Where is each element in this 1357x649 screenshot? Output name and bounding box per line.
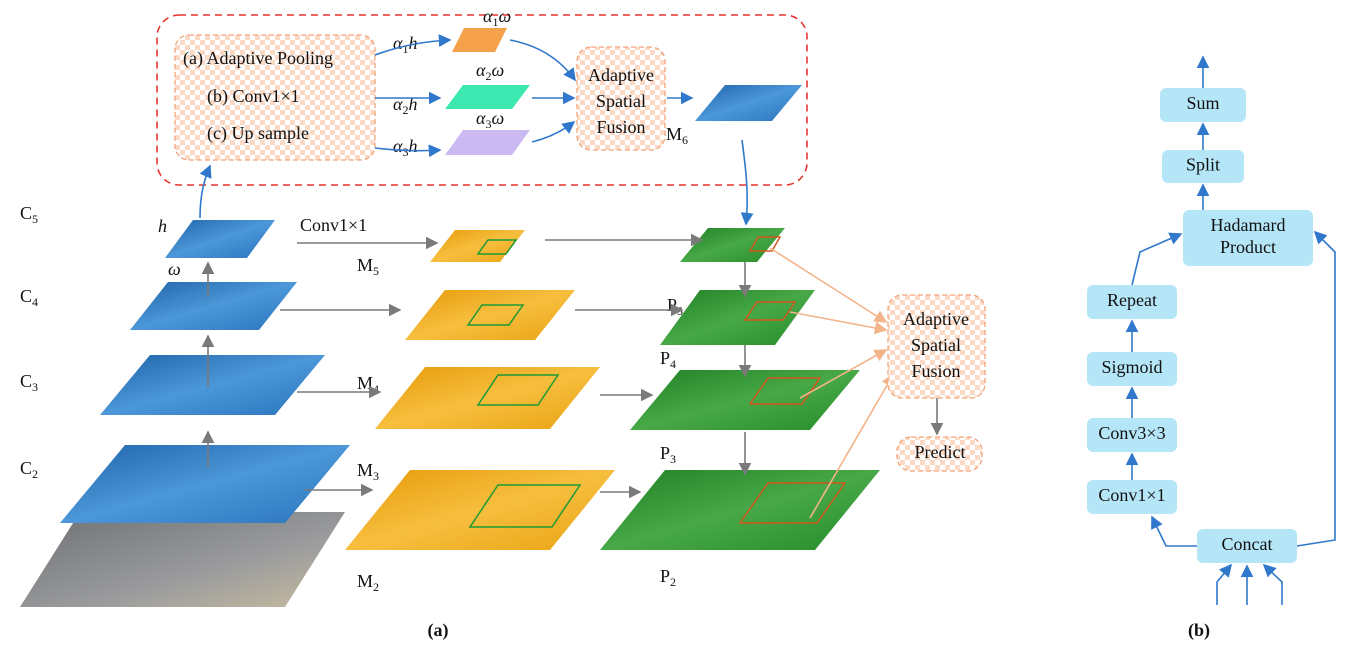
lateral-label: M5 — [357, 255, 379, 278]
backbone-label: C5 — [20, 203, 38, 226]
pyramid-label-sub: 3 — [670, 452, 676, 466]
block-label: Concat — [1222, 534, 1273, 554]
lateral-label: M3 — [357, 460, 379, 483]
backbone-label-sub: 5 — [32, 212, 38, 226]
arrow — [1297, 232, 1335, 546]
fused-map — [695, 85, 802, 121]
arrow — [1132, 234, 1181, 285]
block-label: Conv1×1 — [1098, 485, 1165, 505]
backbone-label: C3 — [20, 371, 38, 394]
caption: (a) — [428, 620, 449, 641]
pyramid-label-base: P — [660, 348, 670, 368]
arrow — [510, 40, 575, 80]
scaled-width-tail: ω — [491, 60, 504, 80]
block-label: Product — [1220, 237, 1276, 257]
pyramid-label-sub: 4 — [670, 357, 676, 371]
block-label: Hadamard — [1211, 215, 1286, 235]
arrow — [742, 140, 747, 224]
scaled-width: α2ω — [476, 60, 504, 83]
input-image — [20, 512, 345, 607]
pyramid-label-base: P — [660, 566, 670, 586]
lateral-label-base: M — [357, 460, 373, 480]
pyramid-label: P2 — [660, 566, 676, 589]
arrow — [200, 166, 210, 218]
lateral-label-base: M — [357, 255, 373, 275]
operation-label: (c) Up sample — [207, 123, 309, 144]
pyramid-label: P4 — [660, 348, 676, 371]
fusion-label: Adaptive — [588, 65, 654, 85]
width-label: ω — [168, 259, 181, 279]
pyramid-map — [680, 228, 785, 262]
backbone-map — [60, 445, 350, 523]
scaled-map — [452, 28, 507, 52]
lateral-label-sub: 4 — [373, 382, 379, 396]
backbone-label-sub: 4 — [32, 295, 38, 309]
backbone-label: C4 — [20, 286, 38, 309]
scaled-map — [445, 130, 530, 155]
scaled-width: α3ω — [476, 108, 504, 131]
backbone-label-base: C — [20, 371, 32, 391]
pyramid-label-sub: 2 — [670, 575, 676, 589]
fusion-label: Adaptive — [903, 309, 969, 329]
pyramid-label-base: P — [667, 295, 677, 315]
pyramid-label: P5 — [667, 295, 683, 318]
lateral-map — [375, 367, 600, 429]
scaled-width-tail: ω — [498, 6, 511, 26]
pyramid-label-base: P — [660, 443, 670, 463]
backbone-label-base: C — [20, 286, 32, 306]
arrow — [790, 312, 886, 330]
lateral-map — [430, 230, 525, 262]
lateral-label-base: M — [357, 373, 373, 393]
fused-map-label: M6 — [666, 124, 688, 147]
lateral-map — [405, 290, 575, 340]
pyramid-map — [600, 470, 880, 550]
fusion-label: Fusion — [911, 361, 960, 381]
block-label: Sigmoid — [1101, 357, 1162, 377]
operation-label: (a) Adaptive Pooling — [183, 48, 333, 69]
block-label: Repeat — [1107, 290, 1157, 310]
fusion-label: Spatial — [911, 335, 961, 355]
fusion-label: Fusion — [596, 117, 645, 137]
fused-map-label-sub: 6 — [682, 133, 688, 147]
diagram: (a) Adaptive Pooling (b) Conv1×1 (c) Up sa… — [0, 0, 1357, 649]
backbone-label-base: C — [20, 458, 32, 478]
backbone-label-base: C — [20, 203, 32, 223]
arrow — [1264, 565, 1282, 605]
operation-label: (b) Conv1×1 — [207, 86, 300, 107]
arrow — [1217, 565, 1231, 605]
fusion-label: Spatial — [596, 91, 646, 111]
backbone-label: C2 — [20, 458, 38, 481]
lateral-label-base: M — [357, 571, 373, 591]
pyramid-label: P3 — [660, 443, 676, 466]
block-label: Sum — [1186, 93, 1219, 113]
lateral-label-sub: 5 — [373, 264, 379, 278]
pyramid-map — [630, 370, 860, 430]
pyramid-map — [660, 290, 815, 345]
scaled-width: α1ω — [483, 6, 511, 29]
lateral-label-sub: 2 — [373, 580, 379, 594]
height-label: h — [158, 216, 167, 236]
arrow — [1152, 517, 1197, 546]
scaled-height: α3h — [393, 136, 417, 159]
caption: (b) — [1188, 620, 1210, 641]
backbone-label-sub: 3 — [32, 380, 38, 394]
scaled-map — [445, 85, 530, 109]
arrow — [532, 122, 574, 142]
lateral-map — [345, 470, 615, 550]
backbone-map — [130, 282, 297, 330]
block-label: Split — [1186, 155, 1220, 175]
fused-map-label-base: M — [666, 124, 682, 144]
scaled-width-tail: ω — [491, 108, 504, 128]
backbone-label-sub: 2 — [32, 467, 38, 481]
backbone-map — [165, 220, 275, 258]
backbone-map — [100, 355, 325, 415]
lateral-label-sub: 3 — [373, 469, 379, 483]
predict-label: Predict — [915, 442, 966, 462]
block-label: Conv3×3 — [1098, 423, 1165, 443]
scaled-height-tail: h — [408, 94, 417, 114]
lateral-op-label: Conv1×1 — [300, 215, 367, 235]
scaled-height-tail: h — [408, 136, 417, 156]
lateral-label: M2 — [357, 571, 379, 594]
